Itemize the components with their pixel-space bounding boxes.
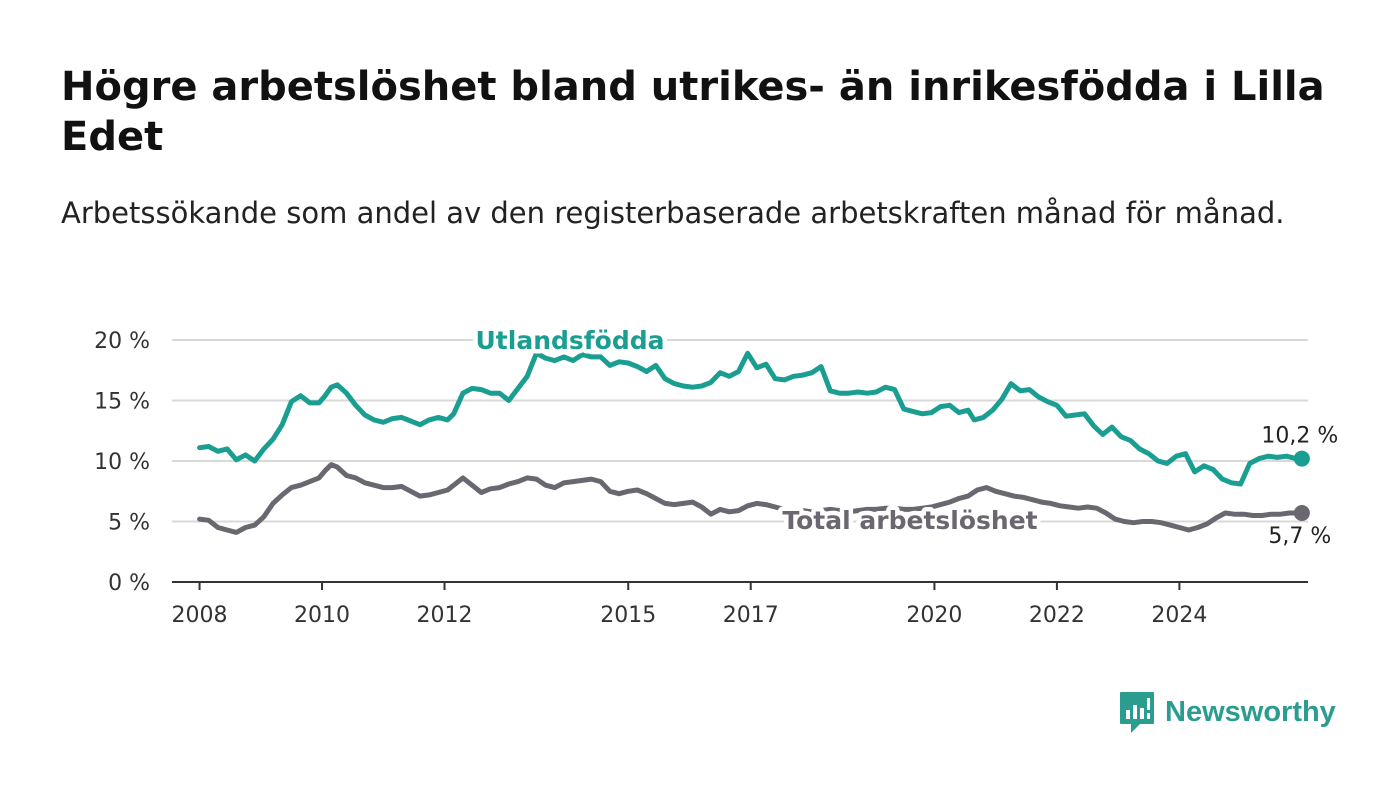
x-tick-label: 2010 [294, 603, 350, 628]
x-tick-label: 2022 [1029, 603, 1085, 628]
y-tick-label: 15 % [94, 390, 150, 415]
series-end-point [1293, 450, 1310, 467]
chart-title: Högre arbetslöshet bland utrikes- än inr… [61, 64, 1325, 160]
brand-name: Newsworthy [1165, 695, 1336, 728]
y-tick-label: 10 % [94, 450, 150, 475]
x-tick-label: 2008 [172, 603, 228, 628]
series-end-point [1293, 505, 1310, 522]
series-name-label: Total arbetslöshet [782, 506, 1037, 535]
series-line-utlandsfodda [197, 350, 1305, 487]
series-name-label: Utlandsfödda [476, 326, 665, 355]
y-tick-label: 5 % [108, 511, 150, 536]
series-end-label: 10,2 % [1261, 424, 1338, 449]
x-tick-label: 2024 [1151, 603, 1207, 628]
bar-chart-icon [1120, 692, 1154, 733]
series-end-label: 5,7 % [1268, 524, 1331, 549]
y-tick-label: 0 % [108, 571, 150, 596]
y-tick-label: 20 % [94, 329, 150, 354]
newsworthy-logo: Newsworthy [1118, 690, 1336, 734]
series-line-total [197, 462, 1305, 535]
chart-subtitle: Arbetssökande som andel av den registerb… [61, 196, 1285, 230]
x-tick-label: 2015 [600, 603, 656, 628]
x-tick-label: 2017 [723, 603, 779, 628]
x-tick-label: 2020 [906, 603, 962, 628]
x-tick-label: 2012 [417, 603, 473, 628]
